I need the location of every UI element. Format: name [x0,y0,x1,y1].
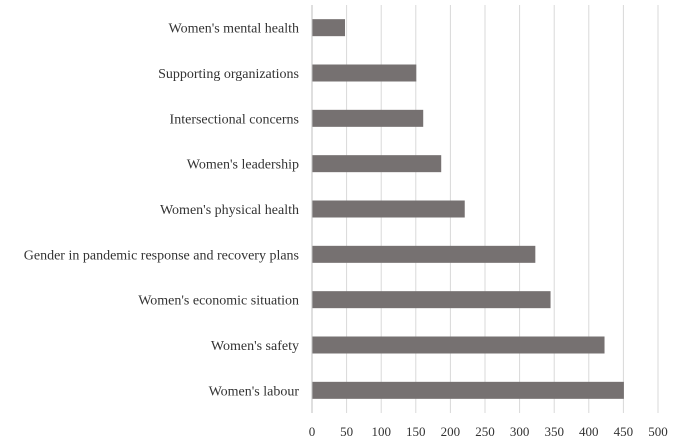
bar-8 [312,381,624,399]
x-tick-label-200: 200 [441,424,461,438]
category-label-8: Women's labour [209,384,300,399]
category-label-1: Supporting organizations [158,67,299,82]
x-tick-label-50: 50 [340,424,353,438]
x-tick-label-500: 500 [648,424,668,438]
category-label-7: Women's safety [211,339,299,354]
x-tick-label-250: 250 [475,424,495,438]
bar-1 [312,64,417,82]
category-label-0: Women's mental health [169,22,299,37]
bars-group [312,19,624,399]
bar-2 [312,109,424,127]
category-label-5: Gender in pandemic response and recovery… [24,248,299,263]
category-label-2: Intersectional concerns [170,112,299,127]
category-label-3: Women's leadership [187,158,299,173]
x-tick-label-100: 100 [371,424,391,438]
category-label-4: Women's physical health [160,203,299,218]
category-labels: Women's mental health Supporting organiza… [24,22,300,400]
x-tick-labels: 0 50 100 150 200 250 300 350 400 450 500 [309,424,668,438]
bar-4 [312,200,465,218]
x-tick-label-350: 350 [544,424,564,438]
x-tick-label-300: 300 [510,424,530,438]
bar-5 [312,245,536,263]
x-tick-label-450: 450 [614,424,634,438]
bar-7 [312,336,605,354]
bar-6 [312,291,551,309]
x-tick-label-400: 400 [579,424,599,438]
x-tick-label-0: 0 [309,424,316,438]
bar-0 [312,19,346,37]
category-label-6: Women's economic situation [138,294,299,309]
bar-3 [312,155,442,173]
x-tick-label-150: 150 [406,424,426,438]
